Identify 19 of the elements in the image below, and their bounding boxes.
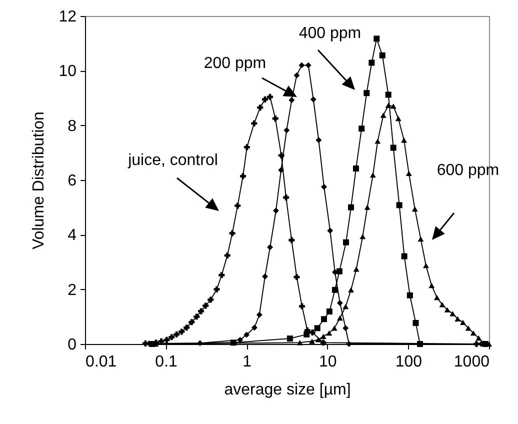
x-tick-label: 1: [242, 354, 252, 370]
y-tick-label: 4: [68, 227, 77, 244]
y-tick-label: 10: [58, 63, 77, 80]
y-tick-label: 2: [68, 282, 77, 299]
y-tick-label: 12: [58, 8, 77, 26]
x-axis-title: average size [µm]: [224, 382, 351, 398]
y-tick-label: 6: [68, 172, 77, 190]
y-tick-label: 0: [68, 336, 77, 354]
x-tick-label: 100: [395, 354, 422, 370]
annotation: 600 ppm: [436, 162, 500, 179]
y-axis-title: Volume Distribution: [30, 112, 48, 250]
y-tick-label: 8: [68, 118, 77, 135]
x-tick-label: 10: [319, 354, 337, 370]
x-tick-label: 0.1: [155, 354, 178, 370]
annotation: juice, control: [127, 152, 218, 169]
x-tick-label: 1000: [454, 354, 490, 370]
annotation: 200 ppm: [204, 55, 266, 72]
x-tick-label: 0.01: [86, 354, 117, 370]
annotation: 400 ppm: [298, 25, 362, 42]
